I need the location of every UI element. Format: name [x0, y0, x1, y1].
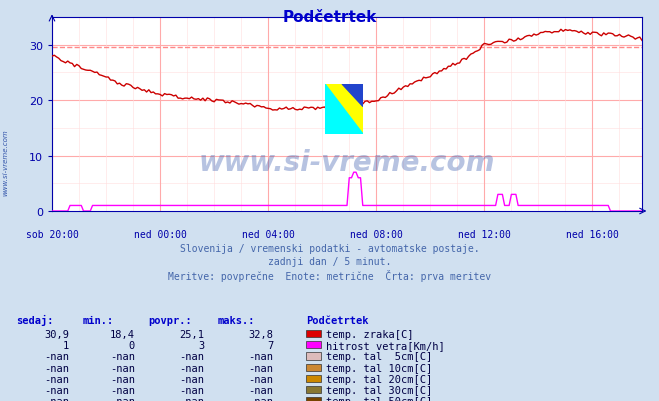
Text: -nan: -nan — [44, 385, 69, 395]
Text: temp. tal 30cm[C]: temp. tal 30cm[C] — [326, 385, 432, 395]
Text: -nan: -nan — [44, 397, 69, 401]
Text: ned 12:00: ned 12:00 — [458, 229, 511, 239]
Text: -nan: -nan — [44, 374, 69, 384]
Text: ned 04:00: ned 04:00 — [242, 229, 295, 239]
Text: 30,9: 30,9 — [44, 329, 69, 339]
Text: ned 16:00: ned 16:00 — [566, 229, 619, 239]
Text: min.:: min.: — [82, 315, 113, 325]
Text: temp. tal 10cm[C]: temp. tal 10cm[C] — [326, 363, 432, 373]
Text: maks.:: maks.: — [217, 315, 255, 325]
Text: 7: 7 — [268, 340, 273, 350]
Text: temp. tal  5cm[C]: temp. tal 5cm[C] — [326, 352, 432, 361]
Text: -nan: -nan — [110, 374, 135, 384]
Text: sedaj:: sedaj: — [16, 314, 54, 325]
Text: 1: 1 — [63, 340, 69, 350]
Text: -nan: -nan — [248, 363, 273, 373]
Text: Slovenija / vremenski podatki - avtomatske postaje.: Slovenija / vremenski podatki - avtomats… — [180, 243, 479, 253]
Text: ned 08:00: ned 08:00 — [350, 229, 403, 239]
Text: -nan: -nan — [179, 397, 204, 401]
Text: 0: 0 — [129, 340, 135, 350]
Text: povpr.:: povpr.: — [148, 315, 192, 325]
Text: -nan: -nan — [44, 352, 69, 361]
Text: temp. tal 20cm[C]: temp. tal 20cm[C] — [326, 374, 432, 384]
Text: -nan: -nan — [179, 385, 204, 395]
Text: ned 00:00: ned 00:00 — [134, 229, 186, 239]
Text: temp. zraka[C]: temp. zraka[C] — [326, 329, 414, 339]
Text: -nan: -nan — [248, 374, 273, 384]
Text: 32,8: 32,8 — [248, 329, 273, 339]
Text: Podčetrtek: Podčetrtek — [306, 315, 369, 325]
Text: -nan: -nan — [110, 352, 135, 361]
Polygon shape — [325, 85, 363, 135]
Text: Podčetrtek: Podčetrtek — [282, 10, 377, 25]
Text: -nan: -nan — [179, 363, 204, 373]
Polygon shape — [325, 85, 363, 135]
Text: zadnji dan / 5 minut.: zadnji dan / 5 minut. — [268, 256, 391, 266]
Text: -nan: -nan — [179, 374, 204, 384]
Text: -nan: -nan — [248, 385, 273, 395]
Text: sob 20:00: sob 20:00 — [26, 229, 78, 239]
Text: -nan: -nan — [110, 397, 135, 401]
Text: www.si-vreme.com: www.si-vreme.com — [199, 149, 496, 177]
Text: Meritve: povprečne  Enote: metrične  Črta: prva meritev: Meritve: povprečne Enote: metrične Črta:… — [168, 269, 491, 281]
Text: -nan: -nan — [44, 363, 69, 373]
Text: temp. tal 50cm[C]: temp. tal 50cm[C] — [326, 397, 432, 401]
Polygon shape — [342, 85, 363, 107]
Text: -nan: -nan — [248, 397, 273, 401]
Text: -nan: -nan — [179, 352, 204, 361]
Text: -nan: -nan — [110, 385, 135, 395]
Text: 18,4: 18,4 — [110, 329, 135, 339]
Text: hitrost vetra[Km/h]: hitrost vetra[Km/h] — [326, 340, 445, 350]
Text: -nan: -nan — [110, 363, 135, 373]
Text: 25,1: 25,1 — [179, 329, 204, 339]
Text: 3: 3 — [198, 340, 204, 350]
Text: -nan: -nan — [248, 352, 273, 361]
Text: www.si-vreme.com: www.si-vreme.com — [2, 129, 9, 196]
